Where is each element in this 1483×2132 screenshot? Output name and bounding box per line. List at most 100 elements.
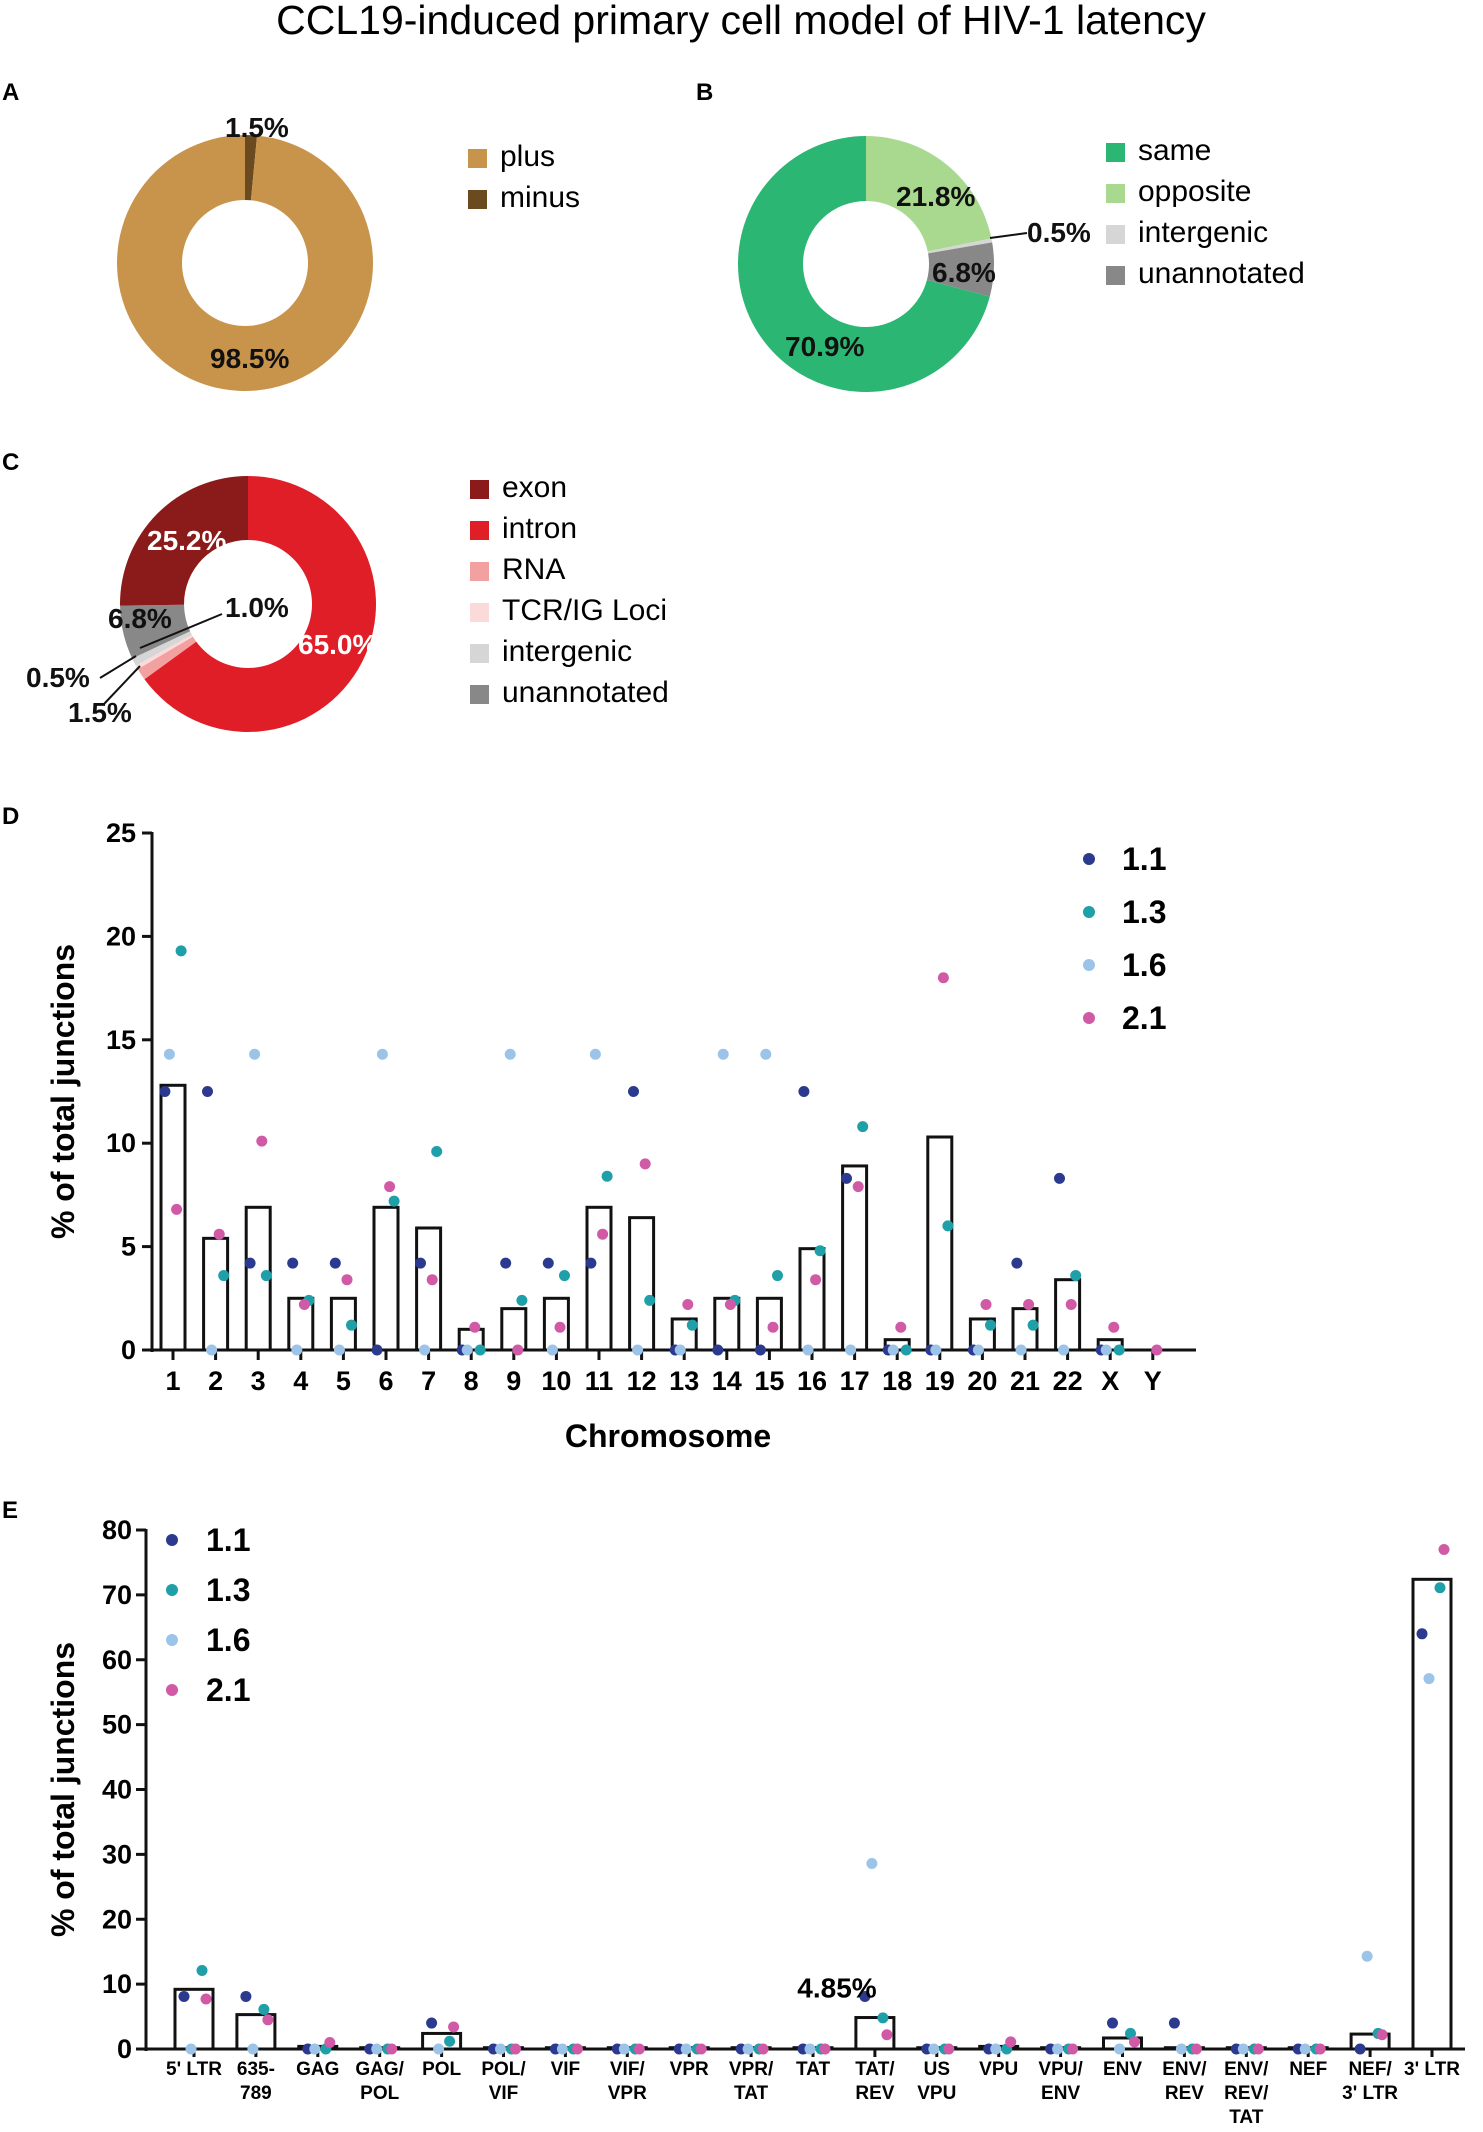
legend-label-minus: minus: [500, 181, 580, 214]
data-point-1-1: [542, 1257, 554, 1269]
data-point-1-6: [1361, 1950, 1373, 1962]
data-point-1-3: [1113, 1344, 1125, 1356]
legend-swatch-unannotated: [470, 685, 489, 704]
x-tick-label: 4: [293, 1366, 308, 1396]
data-point-2-1: [256, 1135, 268, 1147]
y-tick-label: 15: [106, 1025, 136, 1055]
x-tick-label: ENV: [1041, 2083, 1080, 2104]
legend-swatch-same: [1106, 143, 1125, 162]
x-tick-label: POL: [422, 2059, 461, 2080]
x-tick-label: 11: [585, 1366, 614, 1396]
data-point-1-3: [1070, 1270, 1082, 1282]
legend-swatch-intergenic: [1106, 225, 1125, 244]
data-point-1-1: [628, 1086, 639, 1097]
x-tick-label: 13: [669, 1366, 699, 1396]
bar: [1349, 2032, 1391, 2051]
legend-label-1-1: 1.1: [206, 1522, 250, 1558]
x-tick-label: 635-: [237, 2059, 275, 2080]
data-point-1-3: [218, 1270, 230, 1282]
data-point-1-1: [426, 2017, 438, 2029]
x-tick-label: VIF: [489, 2083, 519, 2104]
data-point-1-3: [175, 945, 187, 957]
x-tick-label: REV/: [1224, 2083, 1269, 2104]
x-tick-label: 19: [925, 1366, 955, 1396]
x-tick-label: VIF/: [610, 2059, 646, 2080]
data-point-2-1: [426, 1274, 438, 1286]
data-point-1-3: [686, 1319, 698, 1331]
y-tick-label: 20: [102, 1904, 132, 1934]
data-point-2-1: [1252, 2043, 1264, 2055]
data-point-2-1: [1129, 2036, 1140, 2048]
leader-line-intergenic: [139, 613, 223, 649]
y-tick-label: 0: [121, 1335, 136, 1365]
data-point-1-1: [202, 1086, 213, 1097]
pct-label-plus: 98.5%: [210, 343, 289, 374]
y-tick-label: 10: [106, 1128, 136, 1158]
data-point-1-3: [814, 1245, 826, 1257]
data-point-2-1: [213, 1228, 225, 1240]
legend-label-rna: RNA: [502, 553, 565, 586]
x-tick-label: TAT: [796, 2059, 831, 2080]
y-tick-label: 25: [106, 818, 136, 848]
legend-label-tcr-ig-loci: TCR/IG Loci: [502, 594, 667, 627]
pct-label-intergenic: 0.5%: [1027, 217, 1091, 248]
legend-label-1-6: 1.6: [206, 1622, 250, 1658]
data-point-2-1: [200, 1993, 212, 2005]
x-tick-label: TAT: [1229, 2107, 1264, 2128]
data-point-1-6: [433, 2043, 445, 2055]
pct-label-same: 70.9%: [785, 331, 864, 362]
data-point-1-6: [632, 1344, 644, 1356]
donut-chart-feature: 25.2% 65.0% 6.8% 1.0% 0.5% 1.5% exon intron RNA T…: [26, 471, 669, 733]
pct-label-exon: 25.2%: [147, 525, 226, 556]
data-point-1-3: [644, 1294, 656, 1306]
x-tick-label: 3' LTR: [1342, 2083, 1398, 2104]
leader-line-tcr-ig-loci: [99, 655, 137, 679]
data-point-1-1: [1168, 2017, 1180, 2029]
data-point-1-1: [244, 1257, 256, 1269]
data-point-2-1: [980, 1299, 992, 1311]
x-tick-label: Y: [1144, 1366, 1162, 1396]
donut-chart-orientation: 21.8% 70.9% 6.8% 0.5% same opposite intergenic…: [737, 134, 1305, 393]
x-tick-label: VPU: [917, 2083, 956, 2104]
y-tick-label: 50: [102, 1710, 132, 1740]
data-point-1-6: [163, 1048, 175, 1060]
data-point-2-1: [1065, 1299, 1077, 1311]
legend-label-unannotated: unannotated: [502, 676, 669, 709]
pct-label-minus: 1.5%: [225, 112, 289, 143]
donut-slice-intergenic: [927, 238, 993, 254]
data-point-1-3: [388, 1195, 400, 1207]
pct-label-unannotated: 6.8%: [932, 257, 996, 288]
x-tick-label: VPR/: [729, 2059, 774, 2080]
x-tick-label: 22: [1053, 1366, 1083, 1396]
data-point-2-1: [1023, 1299, 1035, 1311]
bar: [854, 2016, 896, 2051]
data-point-1-6: [249, 1048, 261, 1060]
data-point-2-1: [298, 1299, 310, 1311]
legend-label-intergenic: intergenic: [1138, 216, 1268, 249]
data-point-1-6: [930, 1344, 942, 1356]
pct-label-opposite: 21.8%: [896, 181, 975, 212]
data-point-1-6: [802, 1344, 814, 1356]
leader-line-intergenic: [989, 232, 1028, 239]
leader-line-rna: [103, 665, 141, 705]
data-point-2-1: [1438, 1543, 1450, 1555]
bar: [372, 1205, 400, 1352]
data-point-1-6: [419, 1344, 431, 1356]
data-point-2-1: [1108, 1321, 1120, 1333]
data-point-1-6: [1052, 2043, 1064, 2055]
x-tick-label: 17: [840, 1366, 870, 1396]
data-point-1-1: [841, 1172, 852, 1184]
data-point-1-6: [589, 1048, 601, 1060]
data-point-1-3: [516, 1294, 528, 1306]
data-point-2-1: [682, 1299, 694, 1311]
data-point-1-1: [240, 1990, 252, 2002]
bar: [202, 1236, 230, 1352]
legend-label-plus: plus: [500, 140, 555, 173]
bar-annotation-tat-rev: 4.85%: [797, 1973, 876, 2004]
donut-slice-intron: [144, 476, 376, 733]
x-tick-label: 2: [208, 1366, 223, 1396]
data-point-2-1: [819, 2043, 831, 2055]
data-point-1-6: [1015, 1344, 1027, 1356]
legend-dot-1-3: [166, 1584, 178, 1596]
